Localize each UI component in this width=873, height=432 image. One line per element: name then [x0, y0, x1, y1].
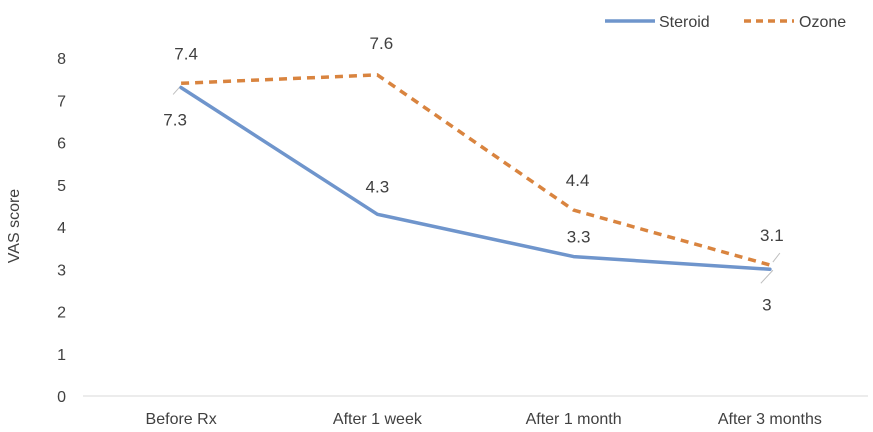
y-tick-label: 3 [57, 262, 66, 279]
x-category-label: After 1 month [526, 411, 622, 428]
x-category-label: After 1 week [333, 411, 423, 428]
data-label-ozone: 3.1 [760, 226, 784, 245]
y-tick-label: 0 [57, 389, 66, 406]
data-label-steroid: 3 [762, 295, 771, 314]
data-label-steroid: 7.3 [163, 111, 187, 130]
data-label-ozone: 4.4 [566, 171, 590, 190]
label-leader-lines [172, 85, 781, 284]
series-lines [179, 73, 772, 272]
y-axis-tick-labels: 0 1 2 3 4 5 6 7 8 [57, 51, 66, 406]
x-category-label: Before Rx [146, 411, 217, 428]
data-label-steroid: 3.3 [567, 228, 591, 247]
legend: Steroid Ozone [605, 14, 846, 31]
label-leader-line [772, 252, 781, 263]
x-axis-category-labels: Before Rx After 1 week After 1 month After … [146, 411, 822, 428]
x-category-label: After 3 months [718, 411, 822, 428]
y-tick-label: 5 [57, 178, 66, 195]
y-tick-label: 4 [57, 220, 66, 237]
data-label-steroid: 4.3 [366, 177, 390, 196]
y-tick-label: 2 [57, 305, 66, 322]
data-label-ozone: 7.4 [174, 44, 198, 63]
y-tick-label: 8 [57, 51, 66, 68]
y-tick-label: 1 [57, 347, 66, 364]
legend-label-ozone: Ozone [799, 14, 846, 31]
legend-label-steroid: Steroid [659, 14, 710, 31]
series-line-steroid [179, 85, 772, 272]
label-leader-line [760, 269, 774, 284]
data-labels: 7.3 4.3 3.3 3 7.4 7.6 4.4 3.1 [163, 34, 783, 314]
y-tick-label: 7 [57, 93, 66, 110]
y-tick-label: 6 [57, 136, 66, 153]
y-axis-title: VAS score [6, 189, 23, 264]
data-label-ozone: 7.6 [370, 34, 394, 53]
series-line-ozone [181, 73, 771, 267]
